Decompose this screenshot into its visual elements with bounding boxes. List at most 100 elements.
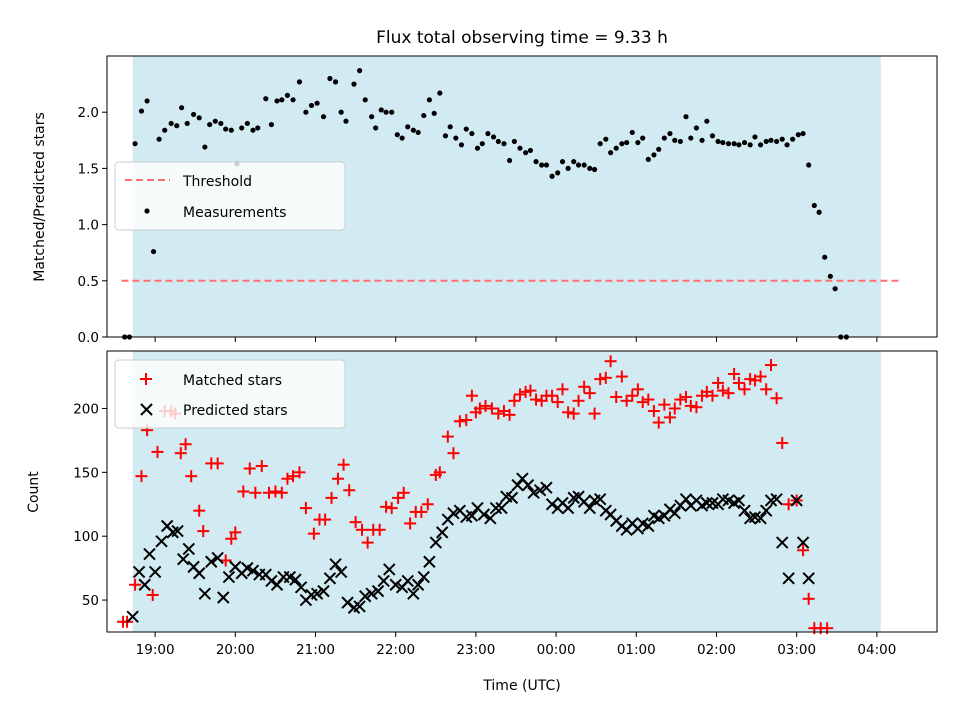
measurement-point [779,136,785,142]
matched-star-marker [610,390,623,403]
legend-measurements-swatch [144,208,150,214]
measurement-point [811,202,817,209]
ratio-x-ticks [154,337,878,342]
legend-measurements-label: Measurements [183,205,286,221]
predicted-star-marker [527,486,540,499]
measurement-point [725,141,732,147]
x-tick-label: 04:00 [857,642,896,658]
measurement-point [405,124,411,130]
chart-title: Flux total observing time = 9.33 h [376,28,668,48]
matched-star-marker [219,554,232,567]
measurement-point [549,173,555,179]
predicted-star-marker [679,492,693,506]
measurement-point [619,141,625,147]
matched-star-marker [738,383,751,396]
measurement-point [250,127,256,133]
measurement-point [174,123,180,129]
cross-b [465,509,479,522]
matched-star-marker [404,517,417,530]
matched-star-marker [642,393,655,406]
measurement-point [651,152,657,158]
x-tick-label: 01:00 [617,642,656,658]
measurement-point [571,159,577,165]
cross-b [341,596,354,609]
ratio-legend: Threshold Measurements [114,161,346,231]
measurement-point [768,137,774,143]
cross-b [477,508,491,521]
predicted-star-marker [329,558,342,571]
x-tick-label: 22:00 [376,642,415,658]
ratio-panel: 0.00.51.01.52.0 Matched/Predicted stars … [32,55,938,346]
measurement-point [747,142,753,148]
cross-b [540,481,553,494]
predicted-star-marker [148,565,162,579]
measurement-point [228,127,234,133]
cross-b [527,486,540,499]
cross-b [310,587,324,600]
cross-b [155,535,168,548]
measurement-point [565,165,571,171]
predicted-star-marker [389,578,402,591]
counts-axes-frame [106,350,938,633]
measurement-point [308,102,315,109]
predicted-star-marker [668,507,681,520]
measurement-point [677,138,683,145]
predicted-star-marker [132,565,146,579]
measurement-point [704,118,710,124]
cross-b [790,494,803,507]
matched-star-marker [679,390,692,403]
matched-star-marker [269,485,282,498]
cross-b [182,542,196,556]
cross-b [401,574,414,588]
matched-star-marker [473,402,486,415]
predicted-star-marker [365,587,378,600]
measurement-point [255,125,261,131]
cross-b [668,507,681,520]
matched-star-marker [604,355,617,368]
matched-star-marker [524,384,537,397]
predicted-star-marker [533,484,547,497]
predicted-star-points [126,472,815,623]
measurement-point [736,142,742,148]
predicted-star-marker [193,567,206,580]
cross-b [377,574,390,588]
measurement-point [431,110,437,116]
measurement-point [645,156,651,163]
matched-star-marker [802,592,815,605]
matched-star-marker [706,389,719,402]
x-tick-label: 23:00 [456,642,495,658]
cross-b [417,570,430,584]
matched-star-marker [599,371,612,384]
cross-b [738,504,751,517]
ratio-y-axis-title: Matched/Predicted stars [32,112,48,282]
matched-star-marker [492,407,505,420]
measurement-point [314,100,320,106]
measurement-point [757,142,764,148]
matched-star-marker [690,401,703,414]
cross-b [171,524,184,538]
measurement-point [511,138,517,145]
measurement-point [421,112,427,119]
measurement-point [629,129,635,136]
matched-star-marker [722,387,735,400]
cross-b [359,590,372,603]
measurement-points [122,68,849,340]
measurement-point [389,109,395,115]
measurement-point [523,150,529,156]
matched-star-marker [658,398,671,411]
predicted-star-marker [782,572,795,585]
measurement-point [132,141,138,147]
predicted-star-marker [143,547,156,561]
measurement-point [369,114,375,120]
measurement-point [426,97,432,103]
matched-star-points [117,355,834,635]
matched-star-marker [572,394,585,407]
matched-star-marker [631,383,644,396]
matched-star-marker [185,470,198,483]
cross-b [176,552,190,566]
matched-star-marker [460,413,473,426]
predicted-star-marker [540,481,553,494]
measurement-point [274,98,280,104]
predicted-star-marker [796,536,810,549]
measurement-point [661,135,667,141]
